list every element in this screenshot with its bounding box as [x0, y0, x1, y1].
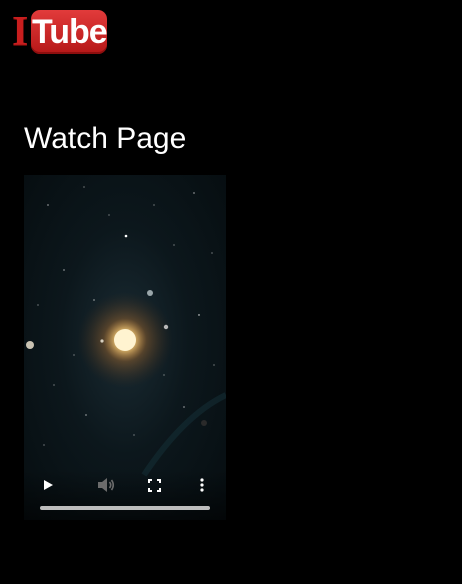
- volume-icon: [98, 478, 115, 492]
- logo-text: Tube: [32, 13, 108, 51]
- page-title: Watch Page: [24, 122, 187, 155]
- video-frame: [26, 186, 226, 477]
- planet: [201, 420, 207, 426]
- play-icon: [44, 480, 53, 490]
- planet: [26, 341, 34, 349]
- starfield: [37, 186, 215, 446]
- sun: [114, 329, 136, 351]
- logo-prefix: I: [12, 9, 28, 55]
- logo-badge: Tube: [31, 10, 108, 54]
- planet: [163, 324, 169, 330]
- more-options-button[interactable]: [191, 474, 213, 496]
- progress-bar[interactable]: [40, 506, 210, 510]
- video-player[interactable]: [24, 175, 226, 520]
- play-button[interactable]: [37, 474, 59, 496]
- mute-button[interactable]: [95, 474, 117, 496]
- planet: [147, 290, 153, 296]
- itube-logo[interactable]: I Tube: [12, 9, 108, 55]
- planet: [100, 339, 104, 343]
- fullscreen-button[interactable]: [143, 474, 165, 496]
- more-options-icon: [200, 478, 204, 492]
- fullscreen-icon: [147, 478, 161, 492]
- video-controls: [24, 470, 226, 520]
